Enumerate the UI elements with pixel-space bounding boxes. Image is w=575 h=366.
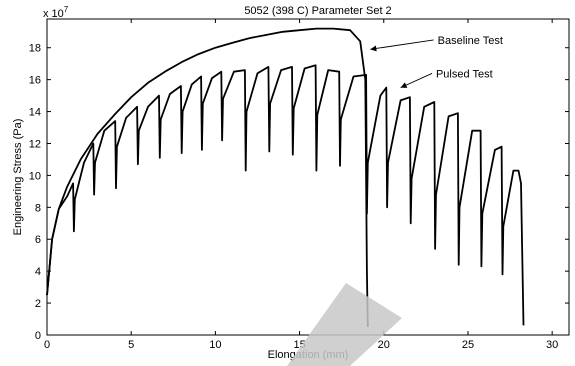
plot-frame [46, 18, 570, 336]
y-tick-label: 8 [35, 202, 41, 214]
annotation-label: Pulsed Test [436, 68, 493, 80]
annotation-label: Baseline Test [438, 35, 503, 47]
y-tick-label: 16 [29, 75, 41, 87]
x-tick-label: 10 [209, 339, 221, 351]
annotation-arrow-line [370, 39, 434, 50]
annotation-arrow-head [400, 82, 408, 88]
y-tick-label: 14 [29, 107, 41, 119]
annotation-layer: Baseline Test Pulsed Test [370, 35, 503, 89]
x-tick-label: 5 [128, 339, 134, 351]
y-axis-label: Engineering Stress (Pa) [12, 119, 24, 236]
y-tick-label: 12 [29, 138, 41, 150]
chart-title: 5052 (398 C) Parameter Set 2 [244, 5, 391, 17]
annotation-arrow-head [370, 45, 377, 52]
x-tick-label: 25 [462, 339, 474, 351]
y-tick-label: 18 [29, 43, 41, 55]
x-axis-ticks: 0 5 10 15 20 25 30 [44, 19, 558, 351]
x-tick-label: 30 [546, 339, 558, 351]
y-tick-label: 2 [35, 298, 41, 310]
y-tick-label: 0 [35, 330, 41, 342]
y-exponent-base: x 10 [43, 8, 64, 20]
y-tick-label: 6 [35, 234, 41, 246]
series-line-baseline-test [46, 27, 369, 328]
series-layer [46, 27, 525, 328]
y-exponent-power: 7 [64, 5, 69, 14]
y-axis-ticks: 0 2 4 6 8 10 12 14 16 18 [29, 43, 569, 342]
y-tick-label: 4 [35, 266, 41, 278]
y-axis-exponent: x 107 [43, 5, 69, 20]
y-tick-label: 10 [29, 170, 41, 182]
gray-diagonal-watermark [287, 283, 402, 366]
x-tick-label: 20 [378, 339, 390, 351]
x-tick-label: 0 [44, 339, 50, 351]
series-line-pulsed-test [46, 64, 525, 326]
